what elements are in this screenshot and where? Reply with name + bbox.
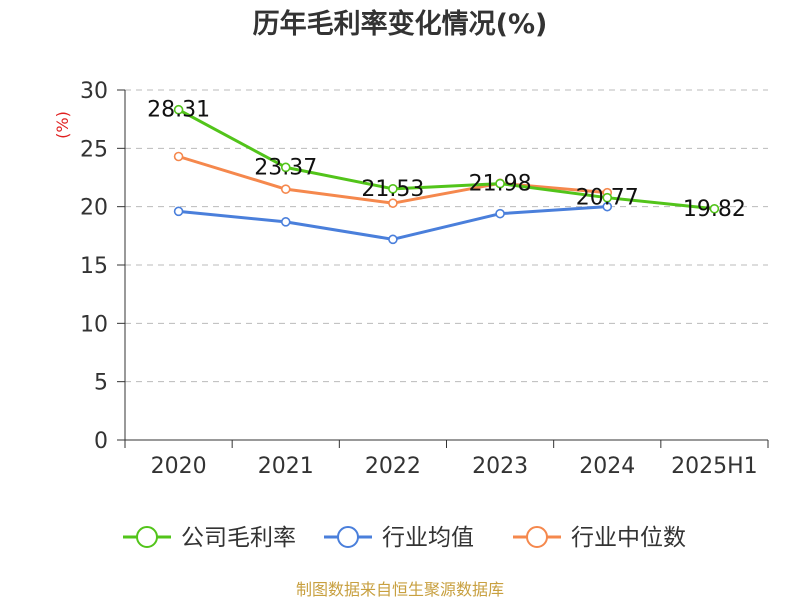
data-point[interactable] — [602, 201, 613, 212]
chart-title: 历年毛利率变化情况(%) — [253, 8, 548, 40]
series-1 — [173, 201, 613, 245]
data-labels: 28.31 23.37 21.53 21.98 20.77 19.82 — [147, 98, 746, 222]
y-axis-label: (%) — [53, 111, 72, 139]
data-point[interactable] — [388, 184, 398, 194]
x-tick-label: 2022 — [365, 454, 421, 479]
data-point[interactable] — [495, 178, 505, 189]
data-label: 21.53 — [361, 177, 424, 202]
axes: 0 5 10 15 20 25 30 2020 2021 2022 2023 2024 2025H1 — [80, 79, 769, 479]
data-point[interactable] — [280, 184, 291, 194]
x-tick-label: 2021 — [258, 454, 314, 479]
data-label: 28.31 — [147, 98, 210, 123]
legend-label: 公司毛利率 — [181, 525, 296, 551]
y-tick-label: 10 — [80, 312, 108, 337]
series-0 — [173, 104, 720, 214]
legend[interactable]: 公司毛利率 行业均值 行业中位数 — [123, 525, 686, 551]
data-point[interactable] — [495, 208, 505, 219]
data-point[interactable] — [602, 192, 613, 203]
source-note: 制图数据来自恒生聚源数据库 — [296, 580, 504, 599]
data-point[interactable] — [173, 104, 184, 115]
data-point[interactable] — [388, 198, 398, 208]
series-group — [173, 104, 720, 245]
data-label: 19.82 — [683, 197, 746, 222]
legend-label: 行业均值 — [382, 525, 474, 551]
data-point[interactable] — [280, 217, 291, 227]
y-tick-label: 0 — [94, 429, 108, 454]
x-tick-label: 2024 — [579, 454, 635, 479]
legend-marker — [136, 526, 158, 548]
x-tick-label: 2023 — [472, 454, 528, 479]
legend-label: 行业中位数 — [571, 525, 686, 551]
x-tick-label: 2020 — [151, 454, 207, 479]
data-point[interactable] — [173, 151, 184, 162]
y-tick-label: 25 — [80, 137, 108, 162]
legend-item[interactable]: 公司毛利率 — [123, 525, 296, 551]
y-tick-label: 15 — [80, 254, 108, 279]
data-point[interactable] — [280, 162, 291, 173]
data-point[interactable] — [709, 203, 720, 214]
data-label: 21.98 — [469, 172, 532, 197]
legend-marker — [337, 526, 359, 548]
y-tick-label: 20 — [80, 196, 108, 221]
series-line — [177, 108, 715, 211]
data-point[interactable] — [173, 206, 184, 217]
y-tick-label: 30 — [80, 79, 108, 104]
series-line — [178, 205, 608, 241]
legend-item[interactable]: 行业中位数 — [513, 525, 686, 551]
data-label: 20.77 — [576, 186, 639, 211]
legend-marker — [526, 526, 548, 548]
data-point[interactable] — [388, 234, 398, 245]
legend-item[interactable]: 行业均值 — [324, 525, 474, 551]
x-tick-label: 2025H1 — [671, 454, 758, 479]
gridlines — [125, 89, 768, 383]
data-label: 23.37 — [254, 155, 317, 180]
y-tick-label: 5 — [94, 371, 108, 396]
